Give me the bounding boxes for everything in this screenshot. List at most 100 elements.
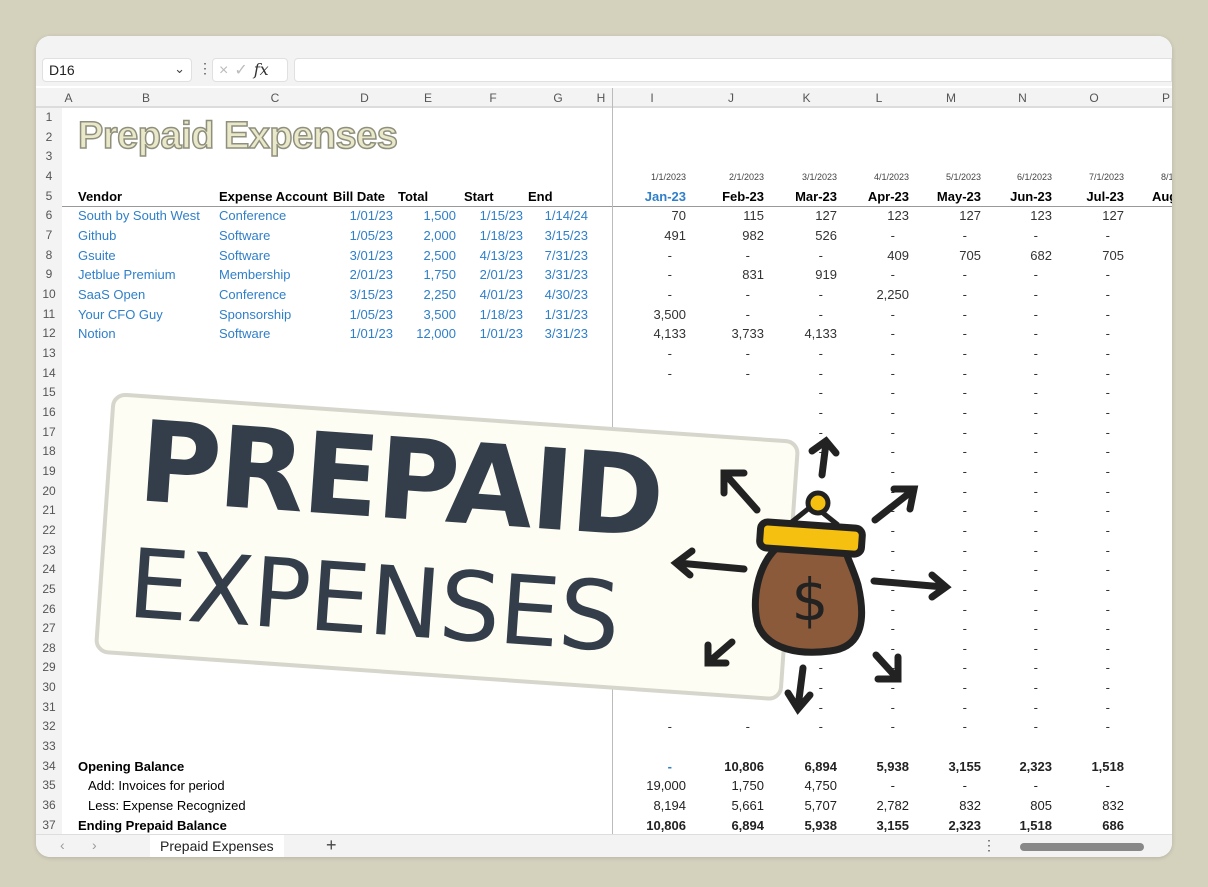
more-options-icon[interactable]: ⋮ bbox=[198, 60, 212, 76]
empty-month-cell[interactable]: - bbox=[890, 463, 895, 479]
empty-month-cell[interactable]: - bbox=[890, 385, 895, 401]
row-header-10[interactable]: 10 bbox=[36, 286, 62, 301]
month-value-cell[interactable]: - bbox=[667, 267, 672, 283]
summary-label[interactable]: Less: Expense Recognized bbox=[88, 798, 246, 814]
summary-value-cell[interactable]: 2,782 bbox=[876, 798, 909, 814]
empty-month-cell[interactable]: - bbox=[1105, 463, 1110, 479]
column-header-M[interactable]: M bbox=[946, 91, 956, 105]
row-header-24[interactable]: 24 bbox=[36, 562, 62, 577]
row-header-34[interactable]: 34 bbox=[36, 758, 62, 773]
column-header-F[interactable]: F bbox=[489, 91, 497, 105]
summary-value-cell[interactable]: 4,750 bbox=[804, 778, 837, 794]
summary-value-cell[interactable]: 6,894 bbox=[804, 758, 837, 774]
vendor-cell[interactable]: Github bbox=[78, 227, 117, 243]
empty-month-cell[interactable]: - bbox=[1033, 562, 1038, 578]
empty-month-cell[interactable]: - bbox=[1105, 522, 1110, 538]
empty-month-cell[interactable]: - bbox=[962, 562, 967, 578]
summary-value-cell[interactable]: 805 bbox=[1030, 798, 1052, 814]
vendor-cell[interactable]: Gsuite bbox=[78, 247, 116, 263]
summary-value-cell[interactable]: 5,707 bbox=[804, 798, 837, 814]
empty-month-cell[interactable]: - bbox=[818, 660, 823, 676]
column-header-H[interactable]: H bbox=[596, 91, 606, 105]
empty-month-cell[interactable]: - bbox=[1033, 385, 1038, 401]
end-cell[interactable]: 7/31/23 bbox=[544, 247, 588, 263]
formula-input[interactable] bbox=[294, 58, 1172, 82]
summary-value-cell[interactable]: 832 bbox=[959, 798, 981, 814]
bill-date-cell[interactable]: 1/01/23 bbox=[349, 208, 393, 224]
month-value-cell[interactable]: 982 bbox=[742, 227, 764, 243]
chevron-down-icon[interactable]: ⌄ bbox=[174, 61, 185, 76]
empty-month-cell[interactable]: - bbox=[1105, 601, 1110, 617]
add-sheet-button[interactable]: + bbox=[326, 835, 337, 855]
empty-month-cell[interactable]: - bbox=[890, 365, 895, 381]
month-value-cell[interactable]: - bbox=[1105, 286, 1110, 302]
summary-value-cell[interactable]: 8,194 bbox=[653, 798, 686, 814]
summary-label[interactable]: Opening Balance bbox=[78, 758, 185, 774]
prev-sheet-button[interactable]: ‹ bbox=[60, 837, 65, 853]
header-vendor[interactable]: Vendor bbox=[78, 188, 123, 204]
empty-month-cell[interactable]: - bbox=[962, 463, 967, 479]
total-cell[interactable]: 3,500 bbox=[423, 306, 456, 322]
empty-month-cell[interactable]: - bbox=[890, 601, 895, 617]
empty-month-cell[interactable]: - bbox=[890, 680, 895, 696]
bill-date-cell[interactable]: 3/01/23 bbox=[349, 247, 393, 263]
row-header-21[interactable]: 21 bbox=[36, 503, 62, 518]
empty-month-cell[interactable]: - bbox=[1105, 562, 1110, 578]
row-header-27[interactable]: 27 bbox=[36, 621, 62, 636]
month-date[interactable]: 2/1/2023 bbox=[728, 171, 764, 182]
empty-month-cell[interactable]: - bbox=[962, 385, 967, 401]
empty-month-cell[interactable]: - bbox=[890, 424, 895, 440]
header-end[interactable]: End bbox=[528, 188, 553, 204]
empty-month-cell[interactable]: - bbox=[962, 640, 967, 656]
row-header-2[interactable]: 2 bbox=[36, 129, 62, 144]
column-header-G[interactable]: G bbox=[553, 91, 563, 105]
summary-value-cell[interactable]: 10,806 bbox=[724, 758, 764, 774]
empty-month-cell[interactable]: - bbox=[890, 719, 895, 735]
month-value-cell[interactable]: - bbox=[1105, 306, 1110, 322]
column-header-P[interactable]: P bbox=[1161, 91, 1170, 105]
summary-value-cell[interactable]: 5,938 bbox=[804, 817, 837, 833]
month-label[interactable]: Jun-23 bbox=[1010, 188, 1052, 204]
month-value-cell[interactable]: - bbox=[1105, 267, 1110, 283]
month-value-cell[interactable]: 127 bbox=[959, 208, 981, 224]
empty-month-cell[interactable]: - bbox=[1033, 424, 1038, 440]
total-cell[interactable]: 1,500 bbox=[423, 208, 456, 224]
month-value-cell[interactable]: 70 bbox=[671, 208, 686, 224]
month-value-cell[interactable]: 526 bbox=[815, 227, 837, 243]
empty-month-cell[interactable]: - bbox=[890, 503, 895, 519]
horizontal-scrollbar[interactable] bbox=[1020, 843, 1144, 851]
empty-month-cell[interactable]: - bbox=[667, 719, 672, 735]
empty-month-cell[interactable]: - bbox=[1105, 699, 1110, 715]
row-header-11[interactable]: 11 bbox=[36, 306, 62, 321]
month-value-cell[interactable]: 4,133 bbox=[653, 326, 686, 342]
month-value-cell[interactable]: - bbox=[1105, 227, 1110, 243]
row-header-25[interactable]: 25 bbox=[36, 581, 62, 596]
cancel-icon[interactable]: × bbox=[219, 62, 235, 79]
summary-value-cell[interactable]: 5,938 bbox=[876, 758, 909, 774]
month-date[interactable]: 5/1/2023 bbox=[945, 171, 981, 182]
empty-month-cell[interactable]: - bbox=[962, 404, 967, 420]
column-header-K[interactable]: K bbox=[802, 91, 811, 105]
empty-month-cell[interactable]: - bbox=[1105, 581, 1110, 597]
empty-month-cell[interactable]: - bbox=[1033, 522, 1038, 538]
month-value-cell[interactable]: 2,250 bbox=[876, 286, 909, 302]
month-value-cell[interactable]: - bbox=[745, 306, 750, 322]
month-label[interactable]: Jul-23 bbox=[1086, 188, 1124, 204]
account-cell[interactable]: Conference bbox=[219, 208, 287, 224]
column-header-E[interactable]: E bbox=[423, 91, 432, 105]
row-header-30[interactable]: 30 bbox=[36, 680, 62, 695]
empty-month-cell[interactable]: - bbox=[962, 424, 967, 440]
row-header-22[interactable]: 22 bbox=[36, 522, 62, 537]
summary-label[interactable]: Add: Invoices for period bbox=[88, 778, 225, 794]
summary-value-cell[interactable]: 5,661 bbox=[731, 798, 764, 814]
month-date[interactable]: 4/1/2023 bbox=[873, 171, 909, 182]
empty-month-cell[interactable]: - bbox=[890, 621, 895, 637]
summary-value-cell[interactable]: 3,155 bbox=[876, 817, 909, 833]
month-value-cell[interactable]: - bbox=[962, 286, 967, 302]
empty-month-cell[interactable]: - bbox=[890, 699, 895, 715]
empty-month-cell[interactable]: - bbox=[890, 660, 895, 676]
column-header-L[interactable]: L bbox=[875, 91, 883, 105]
month-value-cell[interactable]: - bbox=[962, 227, 967, 243]
row-header-12[interactable]: 12 bbox=[36, 326, 62, 341]
month-date[interactable]: 7/1/2023 bbox=[1088, 171, 1124, 182]
